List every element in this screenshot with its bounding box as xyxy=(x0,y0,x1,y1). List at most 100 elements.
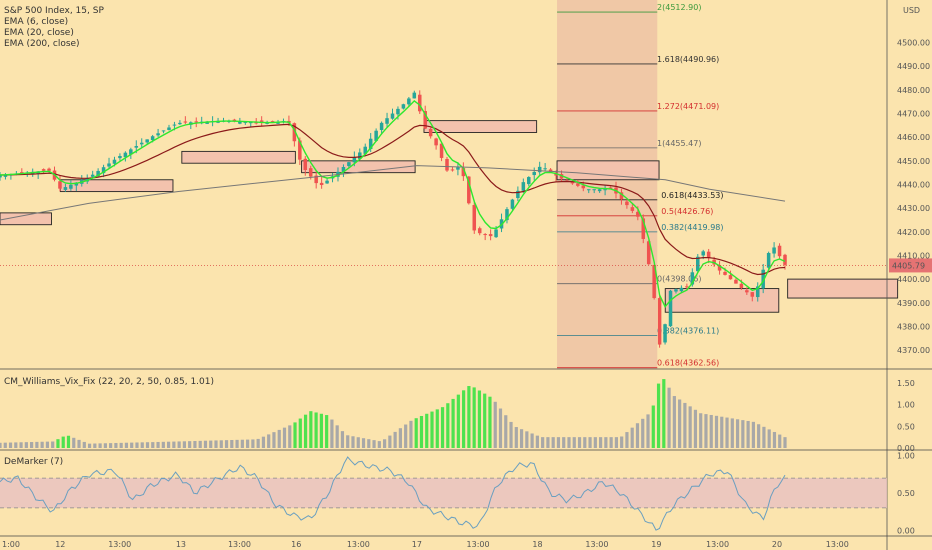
vix-fix-bar xyxy=(377,441,381,448)
currency-label: USD xyxy=(903,6,920,15)
fib-level-label: 0.618(4362.56) xyxy=(657,359,719,368)
candle-body xyxy=(636,211,640,217)
time-tick-label: 12 xyxy=(55,540,65,549)
candle-body xyxy=(298,140,302,160)
candle-body xyxy=(347,162,351,166)
candle-body xyxy=(439,143,444,158)
candle-body xyxy=(238,121,242,124)
vix-fix-bar xyxy=(272,432,276,448)
vix-fix-bar xyxy=(456,394,460,448)
candle-body xyxy=(630,207,635,211)
vix-fix-bar xyxy=(604,437,608,448)
demarker-tick-label: 0.50 xyxy=(897,489,915,498)
time-tick-label: 17 xyxy=(412,540,422,549)
candle-body xyxy=(308,168,313,177)
vix-fix-bar xyxy=(51,441,55,448)
vix-fix-bar xyxy=(277,429,281,448)
vix-tick-label: 0.00 xyxy=(897,444,915,453)
vix-fix-bar xyxy=(367,439,371,448)
vix-fix-bar xyxy=(672,396,676,448)
candle-body xyxy=(706,251,711,258)
demarker-pane[interactable]: 0.00 0.50 1.00 xyxy=(0,452,915,536)
vix-fix-bar xyxy=(714,415,719,448)
candle-body xyxy=(505,209,509,221)
vix-fix-bar xyxy=(414,418,418,448)
time-tick-label: 1:00 xyxy=(2,540,20,549)
candle-body xyxy=(750,292,755,297)
candle-body xyxy=(412,92,417,99)
candle-body xyxy=(259,120,264,123)
vix-fix-bar xyxy=(625,432,629,448)
candle-body xyxy=(112,159,117,164)
candle-body xyxy=(90,174,95,177)
fib-level-label: 0.382(4376.11) xyxy=(657,327,719,336)
williams-vix-fix-pane[interactable]: 0.00 0.50 1.00 1.50 xyxy=(0,379,932,453)
demarker-title: DeMarker (7) xyxy=(4,457,63,467)
vix-fix-bar xyxy=(541,437,545,448)
vix-fix-bar xyxy=(567,437,571,448)
candle-body xyxy=(374,130,378,141)
candle-body xyxy=(728,275,733,280)
vix-fix-bar xyxy=(0,442,2,448)
candle-body xyxy=(249,122,253,124)
vix-fix-bar xyxy=(267,434,271,448)
vix-fix-bar xyxy=(435,409,439,448)
price-tick-label: 4390.00 xyxy=(897,299,930,308)
vix-fix-bar xyxy=(145,442,150,448)
vix-fix-bar xyxy=(35,441,39,448)
candle-body xyxy=(3,174,8,177)
vix-fix-bar xyxy=(151,442,155,448)
vix-fix-bar xyxy=(451,398,455,448)
vix-fix-bar xyxy=(530,433,534,448)
candle-body xyxy=(0,175,2,178)
vix-fix-bar xyxy=(372,440,376,448)
vix-fix-bar xyxy=(599,437,603,448)
candle-body xyxy=(494,229,498,238)
vix-fix-bar xyxy=(172,441,176,448)
candle-body xyxy=(303,158,308,171)
vix-fix-bar xyxy=(282,427,287,448)
vix-fix-bar xyxy=(45,441,50,448)
price-tick-label: 4440.00 xyxy=(897,181,930,190)
vix-fix-bar xyxy=(130,442,134,448)
candle-body xyxy=(679,287,684,292)
vix-fix-bar xyxy=(409,420,413,448)
vix-fix-bar xyxy=(577,437,582,448)
candle-body xyxy=(581,185,586,189)
fib-zone xyxy=(557,0,658,369)
vix-fix-bar xyxy=(525,431,529,448)
candle-body xyxy=(690,272,695,285)
vix-fix-bar xyxy=(562,437,566,448)
candle-body xyxy=(428,128,433,137)
candle-body xyxy=(445,158,449,171)
vix-fix-bar xyxy=(124,442,129,448)
vix-fix-bar xyxy=(430,411,434,448)
vix-tick-label: 1.50 xyxy=(897,379,915,388)
vix-fix-bar xyxy=(161,441,165,448)
legend-ema6: EMA (6, close) xyxy=(4,17,68,27)
candle-body xyxy=(379,122,384,130)
fib-level-label: 2(4512.90) xyxy=(657,3,701,12)
vix-fix-bar xyxy=(709,414,713,448)
candle-body xyxy=(325,180,329,184)
vix-fix-bar xyxy=(498,408,503,448)
candle-body xyxy=(368,138,373,149)
time-axis[interactable]: 1:00 12 13:00 13 13:00 16 13:00 17 13:00 18 13:00 1… xyxy=(0,535,932,549)
vix-fix-bar xyxy=(235,439,239,448)
vix-fix-bar xyxy=(140,442,144,448)
vix-fix-bar xyxy=(767,429,771,448)
candle-body xyxy=(641,218,646,239)
time-tick-label: 13 xyxy=(176,540,186,549)
time-tick-label: 18 xyxy=(532,540,542,549)
candle-body xyxy=(652,264,656,299)
vix-fix-bar xyxy=(609,437,613,448)
candle-body xyxy=(314,175,318,184)
vix-fix-bar xyxy=(730,418,734,448)
vix-fix-bar xyxy=(261,436,266,448)
vix-fix-bar xyxy=(667,387,671,448)
candle-body xyxy=(183,121,188,123)
vix-fix-bar xyxy=(98,443,102,448)
ema20-line xyxy=(0,123,786,276)
candle-body xyxy=(167,127,171,130)
